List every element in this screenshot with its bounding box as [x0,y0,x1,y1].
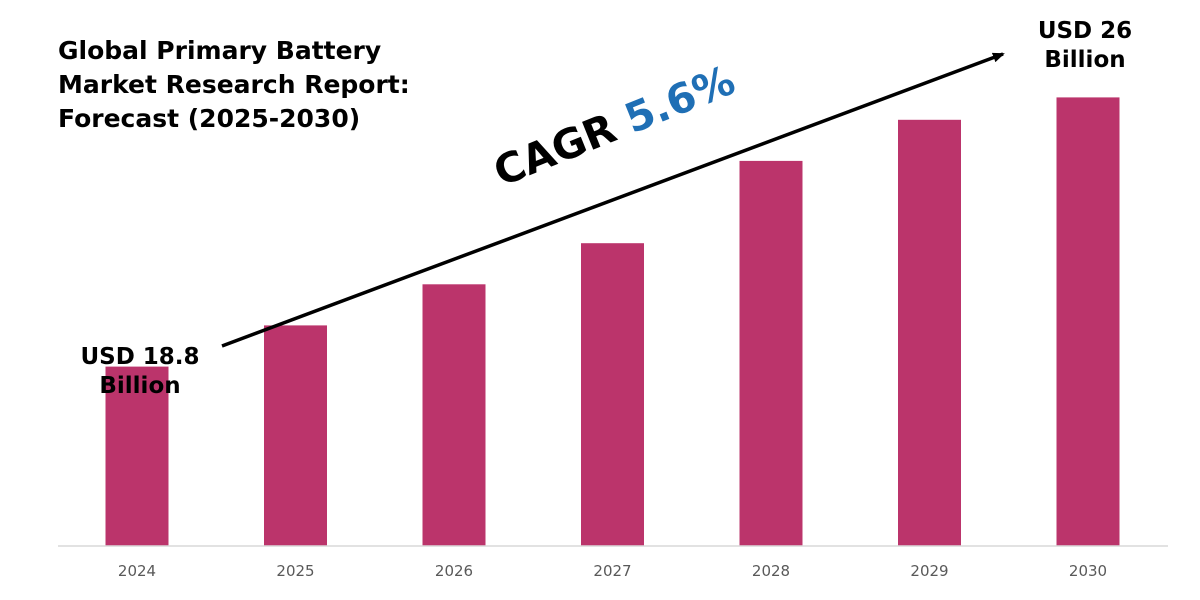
bar-2026 [422,284,486,546]
x-tick-label-2026: 2026 [435,562,473,580]
bar-2029 [898,119,961,547]
growth-arrow [221,52,1005,348]
x-tick-label-2024: 2024 [118,562,156,580]
x-tick-label-2028: 2028 [752,562,790,580]
title-line-2: Market Research Report: [58,70,410,99]
end-value-label: USD 26 Billion [1010,17,1160,75]
end-value-line-2: Billion [1044,47,1126,73]
bar-2024 [105,366,169,546]
bar-2028 [739,160,803,546]
bars-group [105,97,1120,547]
x-tick-labels: 2024 2025 2026 2027 2028 2029 2030 [118,562,1107,580]
end-value-line-1: USD 26 [1037,18,1133,44]
title-line-1: Global Primary Battery [58,36,382,65]
x-tick-label-2025: 2025 [276,562,314,580]
x-tick-label-2029: 2029 [910,562,948,580]
start-value-label: USD 18.8 Billion [60,343,220,401]
start-value-line-1: USD 18.8 [80,344,200,370]
x-tick-label-2027: 2027 [593,562,631,580]
bar-2025 [264,325,327,546]
x-tick-label-2030: 2030 [1069,562,1107,580]
title-line-3: Forecast (2025-2030) [58,104,361,133]
chart-title: Global Primary Battery Market Research R… [58,34,410,136]
bar-2027 [581,243,644,546]
start-value-line-2: Billion [99,373,181,399]
bar-2030 [1056,97,1120,547]
